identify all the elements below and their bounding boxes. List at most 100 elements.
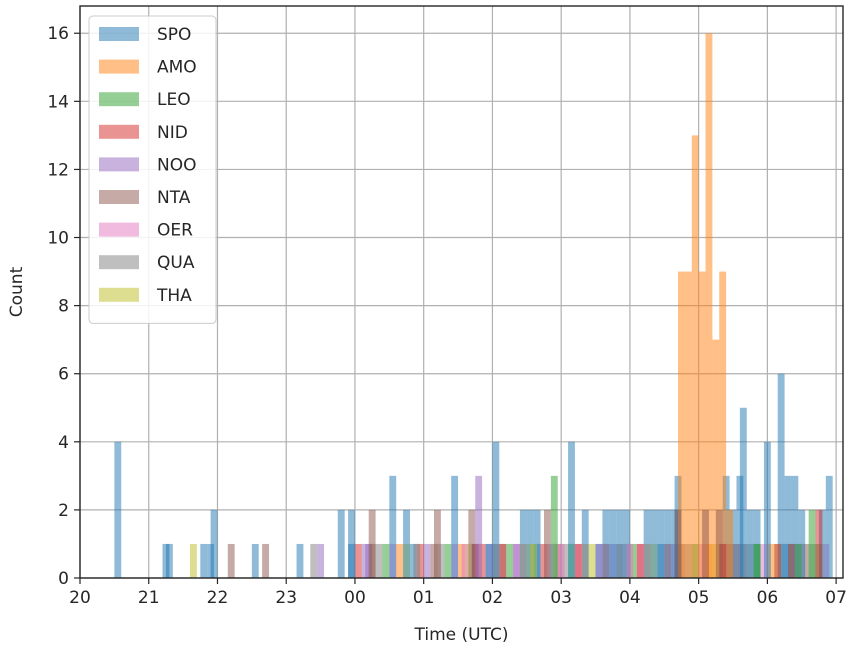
bin-bar-spo xyxy=(568,441,575,578)
legend-swatch-spo xyxy=(99,27,139,41)
bin-bar-noo xyxy=(595,543,603,578)
bin-bar-leo xyxy=(753,543,761,578)
bin-bar-spo xyxy=(643,509,651,578)
y-tick-label: 16 xyxy=(47,24,69,44)
bin-bar-spo xyxy=(451,475,459,578)
y-tick-label: 2 xyxy=(58,501,69,521)
bin-bar-spo xyxy=(791,475,799,578)
bin-bar-spo xyxy=(519,509,527,578)
bin-bar-nta xyxy=(702,509,709,578)
background-bin-bar xyxy=(361,543,369,578)
x-axis-ticks: 20 21 22 23 00 01 02 03 04 05 06 07 xyxy=(69,578,847,608)
x-tick-label: 04 xyxy=(619,588,641,608)
bin-bar-spo xyxy=(581,509,589,578)
legend-swatch-tha xyxy=(99,287,139,302)
bin-bar-oer xyxy=(557,543,565,578)
y-tick-label: 4 xyxy=(58,433,69,453)
legend-swatch-oer xyxy=(99,222,139,237)
bin-bar-spo xyxy=(348,509,355,578)
legend-swatch-qua xyxy=(99,255,139,270)
legend: SPO AMO LEO NID NOO NTA OER QUA THA xyxy=(88,15,217,324)
bin-bar-spo xyxy=(200,543,208,578)
y-axis-label: Count xyxy=(7,266,27,317)
bin-bar-nid xyxy=(499,543,507,578)
background-bin-bar xyxy=(506,543,514,578)
bin-bar-nid xyxy=(815,509,823,578)
bin-bar-nid xyxy=(774,543,782,578)
bin-bar-spo xyxy=(777,373,785,578)
bin-bar-spo xyxy=(492,441,500,578)
bin-bar-amo xyxy=(726,509,734,578)
x-axis-label: Time (UTC) xyxy=(414,625,509,645)
background-bin-bar xyxy=(382,543,390,578)
legend-label-oer: OER xyxy=(157,221,193,241)
bin-bar-nta xyxy=(434,509,441,578)
x-tick-label: 07 xyxy=(825,588,847,608)
bin-bar-amo xyxy=(698,271,706,578)
bin-bar-spo xyxy=(251,543,259,578)
legend-label-spo: SPO xyxy=(157,25,191,45)
bin-bar-nta xyxy=(368,509,376,578)
bin-bar-nta xyxy=(788,543,795,578)
legend-label-amo: AMO xyxy=(157,58,197,78)
x-tick-label: 00 xyxy=(344,588,366,608)
bin-bar-spo xyxy=(210,509,218,578)
bin-bar-nta xyxy=(674,509,682,578)
background-bin-bar xyxy=(478,543,486,578)
y-tick-label: 8 xyxy=(58,297,69,317)
bin-bar-amo xyxy=(712,339,720,578)
bin-bar-nta xyxy=(543,509,551,578)
bin-bar-nta xyxy=(468,509,476,578)
background-bin-bar xyxy=(423,543,431,578)
y-tick-label: 10 xyxy=(47,229,69,249)
background-bin-bar xyxy=(375,543,383,578)
y-tick-label: 0 xyxy=(58,569,69,589)
y-tick-label: 6 xyxy=(58,365,69,385)
bin-bar-spo xyxy=(609,509,617,578)
bin-bar-spo xyxy=(746,509,754,578)
bin-bar-amo xyxy=(705,33,713,578)
bin-bar-spo xyxy=(485,543,493,578)
bin-bar-leo xyxy=(808,509,816,578)
y-tick-label: 14 xyxy=(47,92,69,112)
bin-bar-spo xyxy=(657,509,665,578)
legend-label-nid: NID xyxy=(157,123,188,143)
x-tick-label: 23 xyxy=(275,588,297,608)
bin-bar-spo xyxy=(114,441,122,578)
legend-label-tha: THA xyxy=(156,286,192,306)
bin-bar-oer xyxy=(626,543,634,578)
bin-bar-leo xyxy=(794,543,802,578)
bin-bar-spo xyxy=(650,509,658,578)
bin-bar-amo xyxy=(684,271,692,578)
legend-label-noo: NOO xyxy=(157,155,196,175)
bin-bar-spo xyxy=(825,475,833,578)
bin-bar-spo xyxy=(337,509,345,578)
bin-bar-amo xyxy=(678,271,685,578)
bin-bar-leo xyxy=(550,475,558,578)
x-tick-label: 20 xyxy=(69,588,91,608)
bin-bar-spo xyxy=(616,509,624,578)
bin-bar-spo xyxy=(602,509,610,578)
bin-bar-nid xyxy=(574,543,582,578)
bin-bar-qua xyxy=(413,543,421,578)
background-bin-bar xyxy=(354,543,362,578)
x-tick-label: 03 xyxy=(550,588,572,608)
legend-swatch-noo xyxy=(99,157,139,172)
legend-swatch-nta xyxy=(99,190,139,204)
bin-bar-spo xyxy=(664,509,672,578)
background-bin-bar xyxy=(396,543,404,578)
bin-bar-spo xyxy=(165,543,173,578)
bin-bar-amo xyxy=(691,135,699,578)
legend-swatch-leo xyxy=(99,92,139,107)
bin-bar-spo xyxy=(403,509,410,578)
bin-bar-spo xyxy=(763,441,771,578)
bin-bar-spo xyxy=(389,475,397,578)
x-tick-label: 05 xyxy=(688,588,710,608)
x-tick-label: 06 xyxy=(757,588,779,608)
background-bin-bar xyxy=(588,543,596,578)
legend-label-leo: LEO xyxy=(157,90,191,110)
histogram-bars xyxy=(114,33,833,578)
bin-bar-nta xyxy=(262,543,270,578)
y-axis-ticks: 0 2 4 6 8 10 12 14 16 xyxy=(47,24,80,589)
